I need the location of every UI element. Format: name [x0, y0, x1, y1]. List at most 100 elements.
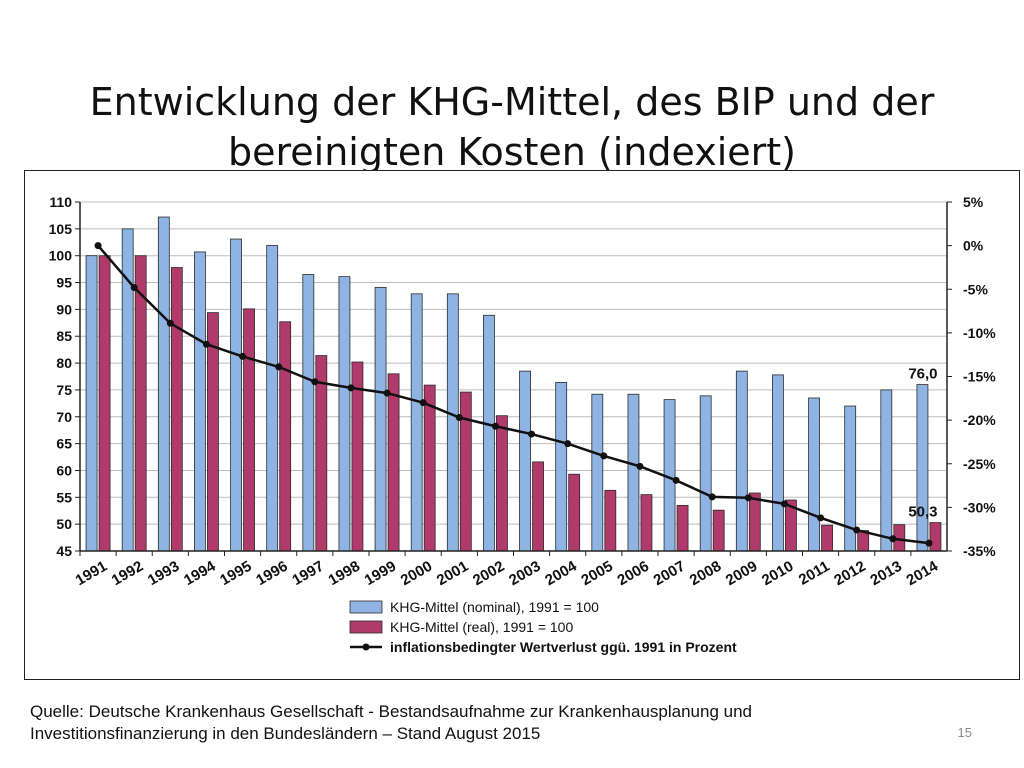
bar-nominal [627, 393, 640, 552]
bar-real [496, 415, 508, 552]
line-point [166, 319, 174, 327]
data-label: 76,0 [908, 366, 937, 383]
bar-nominal [85, 255, 98, 552]
bar-nominal [230, 238, 242, 552]
x-tick-label: 2004 [542, 557, 580, 589]
bar-nominal [194, 251, 206, 552]
x-tick-label: 2005 [578, 558, 615, 589]
bar-real [279, 321, 292, 552]
y-left-tick-label: 45 [56, 543, 72, 559]
x-tick-label: 2003 [506, 558, 543, 589]
y-right-tick-label: 0% [963, 238, 984, 254]
bar-real [929, 522, 942, 552]
chart-svg: 110 105 100 95 90 85 80 75 70 65 60 55 50 45 5% 0% -5% -1… [49, 194, 997, 655]
bar-real [712, 509, 725, 552]
bar-nominal [555, 382, 568, 552]
bar-real [604, 489, 617, 552]
bar-nominal [446, 293, 459, 552]
y-left-tick-label: 70 [56, 409, 72, 425]
line-point [853, 526, 861, 534]
legend-label: KHG-Mittel (nominal), 1991 = 100 [390, 599, 599, 615]
x-tick-label: 1992 [109, 558, 146, 589]
bar-real [98, 255, 111, 552]
x-tick-label: 1991 [73, 558, 110, 589]
line-point [817, 514, 825, 522]
x-tick-label: 2014 [904, 557, 942, 589]
line-point [347, 384, 355, 392]
y-right-tick-label: 5% [963, 194, 984, 210]
line-point [455, 414, 463, 422]
legend-swatch [349, 600, 383, 614]
x-tick-label: 2013 [867, 558, 904, 589]
x-tick-label: 2007 [651, 558, 688, 589]
bar-real [134, 255, 147, 552]
bar-nominal [699, 395, 712, 552]
y-left-tick-label: 90 [56, 301, 72, 317]
x-tick-label: 2011 [796, 558, 833, 589]
y-right-tick-label: -20% [963, 412, 996, 428]
bar-real [821, 524, 833, 552]
line-point [780, 500, 788, 508]
y-left-tick-label: 80 [56, 355, 72, 371]
bar-real [640, 494, 653, 552]
x-tick-label: 2001 [434, 558, 471, 589]
bar-nominal [410, 293, 423, 552]
source-note: Quelle: Deutsche Krankenhaus Gesellschaf… [30, 702, 753, 743]
x-tick-label: 2002 [470, 558, 507, 589]
y-right-tick-label: -15% [963, 369, 996, 385]
line-point [275, 363, 283, 371]
x-tick-label: 1997 [289, 558, 326, 589]
bar-nominal [880, 389, 893, 552]
x-tick-label: 1994 [181, 557, 219, 589]
bar-nominal [374, 286, 387, 552]
line-point [202, 340, 210, 348]
legend-swatch-marker [362, 643, 370, 651]
bar-real [315, 355, 328, 552]
x-tick-label: 2012 [831, 558, 868, 589]
x-tick-label: 2008 [687, 558, 724, 589]
y-right-tick-label: -35% [963, 543, 996, 559]
line-point [744, 494, 752, 502]
bar-nominal [519, 370, 531, 552]
y-left-tick-label: 60 [56, 462, 72, 478]
bar-real [423, 384, 436, 552]
bar-nominal [157, 216, 170, 552]
bar-nominal [591, 393, 604, 552]
line-wertverlust [97, 244, 930, 545]
bar-real [387, 373, 400, 552]
bar-real [568, 473, 581, 552]
y-left-tick-label: 95 [56, 275, 72, 291]
bar-nominal [916, 384, 929, 552]
legend-label: inflationsbedingter Wertverlust ggü. 199… [390, 639, 737, 655]
x-tick-label: 1996 [253, 558, 290, 589]
page-number: 15 [957, 725, 972, 740]
y-right-tick-label: -10% [963, 325, 996, 341]
y-left-tick-label: 105 [49, 221, 73, 237]
bar-nominal [302, 274, 315, 552]
line-point [383, 389, 391, 397]
bar-real [748, 492, 761, 552]
bar-real [532, 461, 544, 552]
y-right-tick-label: -25% [963, 456, 996, 472]
x-tick-label: 1993 [145, 558, 182, 589]
bar-nominal [735, 370, 748, 552]
line-point [94, 242, 102, 250]
y-left-tick-label: 55 [56, 489, 72, 505]
data-label: 50,3 [908, 504, 937, 521]
line-point [419, 399, 427, 407]
line-point [491, 422, 499, 430]
y-left-tick-label: 110 [49, 194, 72, 210]
x-tick-label: 2009 [723, 558, 760, 589]
x-tick-label: 2006 [615, 558, 652, 589]
chart-frame: 110 105 100 95 90 85 80 75 70 65 60 55 50 45 5% 0% -5% -1… [24, 170, 1020, 680]
line-point [311, 378, 319, 386]
bar-nominal [483, 314, 495, 552]
bar-real [243, 308, 255, 552]
bar-nominal [266, 245, 279, 552]
bar-nominal [808, 397, 820, 552]
x-tick-label: 2000 [398, 558, 435, 589]
y-left-tick-label: 65 [56, 436, 72, 452]
x-tick-label: 1999 [362, 558, 399, 589]
y-left-tick-label: 50 [56, 516, 72, 532]
x-tick-label: 1998 [326, 558, 363, 589]
